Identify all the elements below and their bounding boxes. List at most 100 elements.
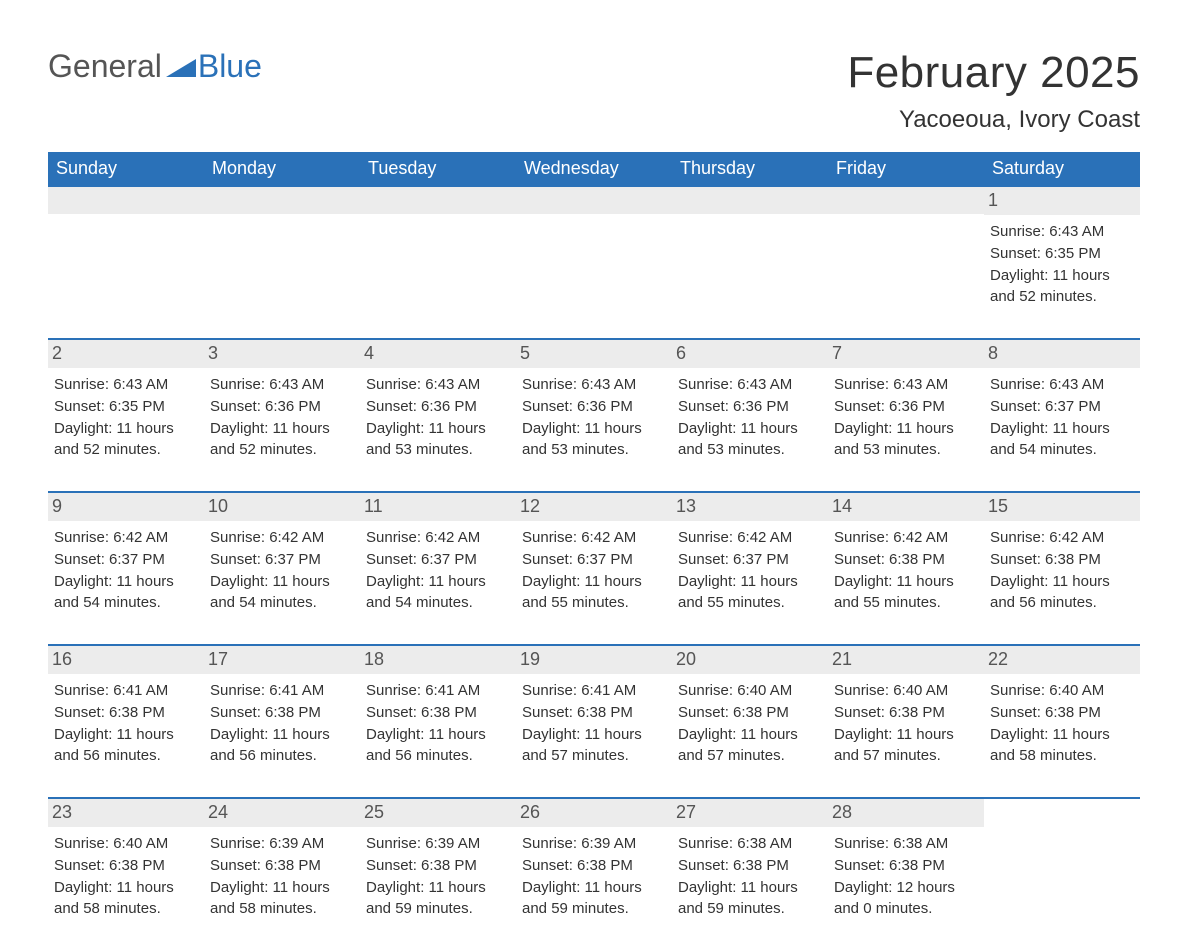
sunset-value: 6:37 PM <box>421 551 477 568</box>
day-detail: Sunrise: 6:38 AMSunset: 6:38 PMDaylight:… <box>678 833 822 920</box>
daynum-band: 22 <box>984 646 1140 674</box>
sunset-label: Sunset: <box>834 704 885 721</box>
day-cell: 1Sunrise: 6:43 AMSunset: 6:35 PMDaylight… <box>984 187 1140 318</box>
daylight-line: Daylight: 11 hours and 58 minutes. <box>210 877 354 921</box>
daynum-band: 11 <box>360 493 516 521</box>
weeks-container: 1Sunrise: 6:43 AMSunset: 6:35 PMDaylight… <box>48 187 1140 930</box>
daylight-line: Daylight: 11 hours and 53 minutes. <box>522 418 666 462</box>
daynum-band: 4 <box>360 340 516 368</box>
daynum-band: 27 <box>672 799 828 827</box>
sunrise-label: Sunrise: <box>522 835 577 852</box>
daynum-band: 14 <box>828 493 984 521</box>
sunset-label: Sunset: <box>366 857 417 874</box>
daylight-label: Daylight: <box>678 879 736 896</box>
sunset-value: 6:37 PM <box>577 551 633 568</box>
daylight-label: Daylight: <box>210 573 268 590</box>
day-detail: Sunrise: 6:38 AMSunset: 6:38 PMDaylight:… <box>834 833 978 920</box>
sunrise-line: Sunrise: 6:42 AM <box>366 527 510 549</box>
daynum-band: 12 <box>516 493 672 521</box>
daylight-line: Daylight: 11 hours and 56 minutes. <box>54 724 198 768</box>
sunset-line: Sunset: 6:38 PM <box>210 855 354 877</box>
sunrise-value: 6:43 AM <box>269 376 324 393</box>
sunrise-value: 6:38 AM <box>737 835 792 852</box>
daylight-line: Daylight: 12 hours and 0 minutes. <box>834 877 978 921</box>
week-row: 16 Sunrise: 6:41 AM Sunset: 6:38 PM Dayligh… <box>48 644 1140 777</box>
daylight-line: Daylight: 11 hours and 57 minutes. <box>834 724 978 768</box>
day-detail: Sunrise: 6:39 AMSunset: 6:38 PMDaylight:… <box>210 833 354 920</box>
sunrise-line: Sunrise: 6:41 AM <box>522 680 666 702</box>
dow-cell: Friday <box>828 152 984 187</box>
sunset-label: Sunset: <box>678 704 729 721</box>
day-cell: 13Sunrise: 6:42 AMSunset: 6:37 PMDayligh… <box>672 493 828 624</box>
day-cell: 18Sunrise: 6:41 AMSunset: 6:38 PMDayligh… <box>360 646 516 777</box>
page-subtitle: Yacoeoua, Ivory Coast <box>847 106 1140 134</box>
daylight-label: Daylight: <box>366 879 424 896</box>
day-detail: Sunrise: 6:43 AMSunset: 6:36 PMDaylight:… <box>678 374 822 461</box>
sunrise-line: Sunrise: 6:38 AM <box>834 833 978 855</box>
sunrise-value: 6:43 AM <box>113 376 168 393</box>
sunset-line: Sunset: 6:38 PM <box>678 855 822 877</box>
sunrise-line: Sunrise: 6:41 AM <box>366 680 510 702</box>
sunset-label: Sunset: <box>678 857 729 874</box>
sunset-label: Sunset: <box>834 857 885 874</box>
day-detail: Sunrise: 6:40 AMSunset: 6:38 PMDaylight:… <box>990 680 1134 767</box>
flag-icon <box>166 48 196 85</box>
sunset-value: 6:37 PM <box>733 551 789 568</box>
day-detail: Sunrise: 6:42 AMSunset: 6:37 PMDaylight:… <box>522 527 666 614</box>
daynum-band: 19 <box>516 646 672 674</box>
daylight-label: Daylight: <box>210 726 268 743</box>
header: General Blue February 2025 Yacoeoua, Ivo… <box>48 48 1140 134</box>
daylight-label: Daylight: <box>834 573 892 590</box>
day-detail: Sunrise: 6:43 AMSunset: 6:36 PMDaylight:… <box>522 374 666 461</box>
daynum-band: 7 <box>828 340 984 368</box>
daylight-label: Daylight: <box>522 879 580 896</box>
sunset-value: 6:36 PM <box>265 398 321 415</box>
sunrise-line: Sunrise: 6:43 AM <box>210 374 354 396</box>
sunset-label: Sunset: <box>834 551 885 568</box>
sunrise-label: Sunrise: <box>678 529 733 546</box>
daylight-label: Daylight: <box>678 726 736 743</box>
dow-cell: Saturday <box>984 152 1140 187</box>
sunrise-label: Sunrise: <box>210 835 265 852</box>
sunset-label: Sunset: <box>678 398 729 415</box>
sunrise-label: Sunrise: <box>210 682 265 699</box>
daylight-line: Daylight: 11 hours and 52 minutes. <box>210 418 354 462</box>
daylight-line: Daylight: 11 hours and 53 minutes. <box>678 418 822 462</box>
daylight-line: Daylight: 11 hours and 59 minutes. <box>678 877 822 921</box>
day-detail: Sunrise: 6:42 AMSunset: 6:37 PMDaylight:… <box>366 527 510 614</box>
sunset-line: Sunset: 6:38 PM <box>678 702 822 724</box>
week-row: 1Sunrise: 6:43 AMSunset: 6:35 PMDaylight… <box>48 187 1140 318</box>
brand-part2: Blue <box>198 48 262 85</box>
daylight-label: Daylight: <box>366 420 424 437</box>
sunrise-label: Sunrise: <box>522 376 577 393</box>
sunset-label: Sunset: <box>54 704 105 721</box>
sunset-line: Sunset: 6:38 PM <box>522 855 666 877</box>
week-row: 9Sunrise: 6:42 AMSunset: 6:37 PMDaylight… <box>48 491 1140 624</box>
daylight-label: Daylight: <box>522 726 580 743</box>
dow-cell: Wednesday <box>516 152 672 187</box>
sunset-label: Sunset: <box>366 398 417 415</box>
sunrise-label: Sunrise: <box>834 376 889 393</box>
daylight-line: Daylight: 11 hours and 55 minutes. <box>678 571 822 615</box>
day-cell: 23Sunrise: 6:40 AMSunset: 6:38 PMDayligh… <box>48 799 204 930</box>
sunset-line: Sunset: 6:38 PM <box>990 702 1134 724</box>
sunrise-value: 6:42 AM <box>737 529 792 546</box>
sunset-label: Sunset: <box>366 704 417 721</box>
sunrise-value: 6:40 AM <box>893 682 948 699</box>
sunrise-value: 6:42 AM <box>893 529 948 546</box>
daylight-label: Daylight: <box>990 420 1048 437</box>
brand-part1: General <box>48 48 162 85</box>
sunset-value: 6:38 PM <box>109 704 165 721</box>
sunrise-line: Sunrise: 6:43 AM <box>522 374 666 396</box>
day-cell: 6Sunrise: 6:43 AMSunset: 6:36 PMDaylight… <box>672 340 828 471</box>
daynum-band: 16 <box>48 646 204 674</box>
sunset-line: Sunset: 6:38 PM <box>366 855 510 877</box>
sunrise-line: Sunrise: 6:39 AM <box>522 833 666 855</box>
sunrise-label: Sunrise: <box>366 682 421 699</box>
daynum-band: 20 <box>672 646 828 674</box>
daylight-label: Daylight: <box>54 879 112 896</box>
daylight-label: Daylight: <box>678 573 736 590</box>
sunrise-line: Sunrise: 6:38 AM <box>678 833 822 855</box>
daylight-line: Daylight: 11 hours and 56 minutes. <box>366 724 510 768</box>
daylight-line: Daylight: 11 hours and 56 minutes. <box>210 724 354 768</box>
